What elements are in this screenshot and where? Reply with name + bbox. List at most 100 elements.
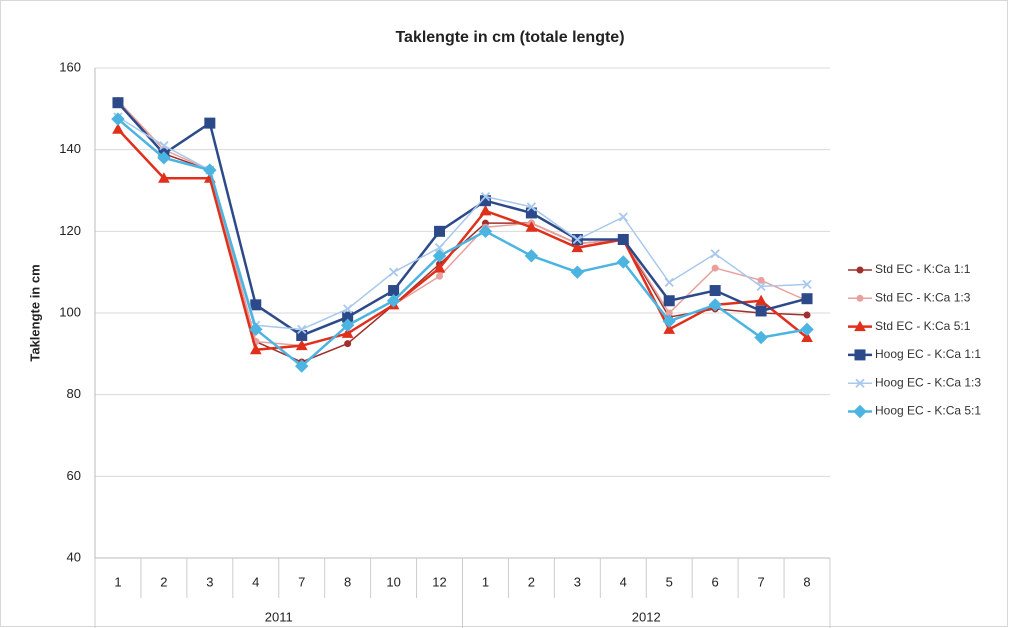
marker — [295, 359, 309, 373]
marker — [525, 221, 538, 232]
marker — [662, 314, 676, 328]
y-tick-label: 120 — [59, 223, 81, 238]
marker — [854, 349, 866, 361]
legend-label: Std EC - K:Ca 1:3 — [875, 290, 971, 304]
marker — [388, 267, 399, 277]
marker — [663, 323, 676, 334]
marker — [432, 249, 447, 263]
x-tick-label: 4 — [620, 574, 627, 589]
marker — [480, 191, 491, 202]
x-tick-label: 8 — [803, 574, 810, 589]
marker — [757, 276, 765, 284]
y-tick-label: 40 — [67, 549, 81, 564]
marker — [295, 339, 308, 351]
chart-title: Taklengte in cm (totale lengte) — [395, 29, 624, 46]
legend-label: Std EC - K:Ca 1:1 — [875, 262, 971, 276]
x-tick-label: 12 — [432, 574, 446, 589]
series-line — [117, 101, 808, 337]
marker — [856, 266, 864, 274]
marker — [297, 324, 307, 334]
marker — [112, 97, 124, 109]
marker — [434, 225, 446, 237]
group-label: 2011 — [265, 609, 293, 624]
marker — [436, 272, 444, 280]
marker — [159, 140, 169, 151]
x-tick-label: 7 — [298, 574, 305, 589]
marker — [663, 295, 675, 307]
x-tick-label: 10 — [386, 574, 400, 589]
marker — [855, 378, 865, 388]
marker — [572, 234, 582, 245]
x-tick-label: 6 — [712, 574, 719, 589]
marker — [434, 243, 445, 253]
marker — [344, 340, 352, 348]
marker — [570, 265, 585, 279]
x-tick-label: 4 — [252, 574, 259, 589]
marker — [853, 404, 867, 419]
marker — [617, 234, 629, 245]
x-tick-label: 7 — [757, 574, 764, 589]
marker — [755, 305, 767, 317]
marker — [571, 241, 584, 253]
series-line — [117, 100, 808, 347]
marker — [800, 322, 814, 337]
legend-label: Hoog EC - K:Ca 5:1 — [875, 404, 981, 418]
marker — [524, 249, 539, 263]
series-line — [117, 118, 808, 368]
marker — [526, 202, 537, 212]
marker — [711, 264, 719, 272]
marker — [856, 294, 864, 302]
marker — [801, 331, 813, 342]
marker — [616, 255, 630, 269]
x-tick-label: 1 — [114, 574, 121, 589]
marker — [618, 212, 628, 222]
marker — [709, 285, 721, 297]
marker — [802, 279, 812, 290]
x-tick-label: 8 — [344, 574, 351, 589]
marker — [112, 123, 124, 134]
marker — [158, 172, 170, 183]
y-tick-label: 80 — [67, 386, 81, 401]
marker — [386, 294, 401, 308]
y-axis-label: Taklengte in cm — [27, 264, 42, 361]
marker — [756, 281, 766, 292]
marker — [664, 277, 674, 288]
marker — [203, 163, 217, 177]
x-tick-label: 1 — [482, 574, 489, 589]
legend-label: Hoog EC - K:Ca 1:1 — [875, 347, 981, 361]
x-tick-label: 3 — [206, 574, 213, 589]
y-tick-label: 160 — [59, 59, 81, 74]
marker — [157, 151, 171, 165]
marker — [708, 298, 722, 312]
y-tick-label: 60 — [67, 468, 81, 483]
marker — [343, 304, 353, 314]
marker — [340, 318, 355, 332]
marker — [204, 117, 216, 129]
marker — [388, 285, 400, 297]
marker — [433, 262, 446, 273]
y-tick-label: 100 — [59, 304, 81, 319]
legend-label: Std EC - K:Ca 5:1 — [875, 319, 971, 333]
legend-label: Hoog EC - K:Ca 1:3 — [875, 375, 981, 389]
marker — [478, 224, 493, 239]
marker — [710, 249, 720, 259]
x-tick-label: 3 — [574, 574, 581, 589]
series-line — [117, 128, 808, 352]
marker — [755, 294, 767, 306]
x-tick-label: 5 — [666, 574, 673, 589]
marker — [803, 311, 811, 319]
group-label: 2012 — [632, 609, 661, 624]
x-tick-label: 2 — [160, 574, 167, 589]
x-tick-label: 2 — [528, 574, 535, 589]
marker — [854, 320, 866, 332]
marker — [341, 327, 354, 338]
marker — [479, 204, 492, 216]
y-tick-label: 140 — [59, 141, 81, 156]
marker — [754, 330, 768, 345]
marker — [249, 322, 263, 337]
marker — [250, 299, 262, 311]
marker — [249, 343, 262, 355]
marker — [111, 112, 125, 126]
marker — [801, 293, 813, 305]
